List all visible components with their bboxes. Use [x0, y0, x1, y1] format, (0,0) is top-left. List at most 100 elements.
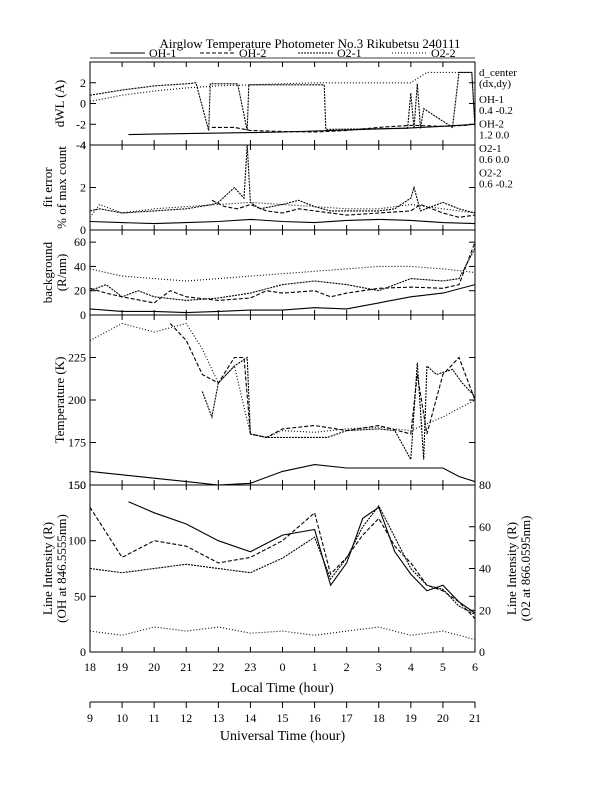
panel-dwl: -4 -2 0 2 dWL (A) — [52, 61, 476, 152]
y-axis-label: dWL (A) — [52, 80, 67, 128]
series-bg-o2-1 — [90, 247, 475, 301]
annotation-value: 0.4 -0.2 — [479, 105, 513, 117]
ut-tick-label: 9 — [87, 711, 93, 725]
ut-tick-label: 17 — [341, 711, 353, 725]
y-tick-label: 50 — [74, 589, 86, 603]
local-time-tick-label: 0 — [280, 660, 286, 674]
series-dwl-o2-1 — [90, 71, 475, 131]
y-tick-label: 150 — [68, 478, 86, 492]
ut-tick-label: 14 — [244, 711, 256, 725]
y-tick-label: 175 — [68, 436, 86, 450]
annotation-name: O2-1 — [479, 143, 502, 155]
local-time-tick-label: 20 — [148, 660, 160, 674]
d-center-annotation: d_center(dx,dy)OH-10.4 -0.2OH-21.2 0.0O2… — [479, 67, 517, 191]
local-time-tick-label: 5 — [440, 660, 446, 674]
panel-frame — [89, 229, 476, 316]
local-time-tick-label: 21 — [180, 660, 192, 674]
panel-frame — [89, 144, 476, 231]
panel-fit: 0 2 4 fit error% of max count — [40, 138, 476, 237]
local-time-tick-label: 1 — [312, 660, 318, 674]
ut-tick-label: 12 — [180, 711, 192, 725]
series-temp-o2-2 — [90, 322, 475, 438]
ut-tick-label: 13 — [212, 711, 224, 725]
y-tick-label: -4 — [76, 138, 86, 152]
series-intensity-oh-1 — [128, 501, 475, 614]
series-fit-oh-2 — [211, 199, 475, 218]
y-right-axis-label-sub: (O2 at 866.0595nm) — [518, 516, 533, 622]
legend-label-o2-1: O2-1 — [337, 46, 362, 60]
y-axis-label-sub: (R/nm) — [54, 254, 69, 292]
annotation-name: O2-2 — [479, 168, 502, 180]
series-intensity-o2-2 — [90, 626, 475, 641]
series-dwl-oh-2 — [211, 124, 469, 133]
y-right-tick-label: 80 — [479, 478, 491, 492]
legend-label-o2-2: O2-2 — [431, 46, 456, 60]
local-time-tick-label: 19 — [116, 660, 128, 674]
local-time-tick-label: 3 — [376, 660, 382, 674]
y-tick-label: 2 — [80, 181, 86, 195]
series-fit-oh-1 — [90, 218, 475, 225]
ut-tick-label: 16 — [309, 711, 321, 725]
series-bg-oh-1 — [90, 284, 475, 314]
y-axis-label: Line Intensity (R) — [40, 522, 55, 615]
y-tick-label: 40 — [74, 259, 86, 273]
local-time-tick-label: 4 — [408, 660, 414, 674]
legend: OH-1 OH-2 O2-1 O2-2 — [90, 46, 475, 60]
y-right-tick-label: 60 — [479, 520, 491, 534]
local-time-tick-label: 23 — [244, 660, 256, 674]
y-tick-label: 20 — [74, 284, 86, 298]
y-axis-label: Temperature (K) — [52, 357, 67, 444]
y-tick-label: 0 — [80, 645, 86, 659]
ut-tick-label: 18 — [373, 711, 385, 725]
y-tick-label: 60 — [74, 235, 86, 249]
annotation-name: OH-2 — [479, 119, 504, 131]
y-axis-label: fit error — [40, 167, 55, 208]
y-tick-label: 0 — [80, 223, 86, 237]
y-right-tick-label: 20 — [479, 603, 491, 617]
local-time-tick-label: 18 — [84, 660, 96, 674]
annotation-name: OH-1 — [479, 94, 504, 106]
chart-title: Airglow Temperature Photometer No.3 Riku… — [160, 36, 461, 51]
y-axis-label: background — [40, 241, 55, 303]
series-temp-oh-1 — [90, 464, 475, 485]
panel-frame — [89, 314, 476, 486]
ut-tick-label: 19 — [405, 711, 417, 725]
ut-tick-label: 11 — [148, 711, 160, 725]
series-intensity-o2-1 — [90, 504, 475, 615]
series-fit-o2-2 — [90, 201, 475, 218]
y-tick-label: 200 — [68, 393, 86, 407]
y-tick-label: 150 — [68, 478, 86, 492]
legend-label-oh-1: OH-1 — [149, 46, 176, 60]
legend-label-oh-2: OH-2 — [239, 46, 266, 60]
series-dwl-o2-2 — [90, 71, 475, 127]
y-tick-label: 0 — [80, 308, 86, 322]
local-time-tick-label: 2 — [344, 660, 350, 674]
series-intensity-oh-2 — [90, 507, 475, 619]
annotation-value: 0.6 -0.2 — [479, 179, 513, 191]
annotation-value: 0.6 0.0 — [479, 154, 510, 166]
y-right-tick-label: 0 — [479, 645, 485, 659]
y-tick-label: 225 — [68, 351, 86, 365]
annotation-header: (dx,dy) — [479, 78, 511, 90]
y-right-axis-label: Line Intensity (R) — [504, 522, 519, 615]
y-tick-label: 100 — [68, 534, 86, 548]
local-time-axis-label: Local Time (hour) — [231, 681, 334, 696]
ut-axis-label: Universal Time (hour) — [220, 729, 346, 744]
series-fit-o2-1 — [90, 145, 475, 214]
panel-bg: 0 20 40 60 background (R/nm) — [40, 229, 476, 322]
y-axis-label-sub: (OH at 846.5555nm) — [54, 514, 69, 623]
annotation-header: d_center — [479, 67, 517, 79]
ut-tick-label: 15 — [277, 711, 289, 725]
y-tick-label: 4 — [80, 138, 86, 152]
ut-tick-label: 10 — [116, 711, 128, 725]
y-tick-label: -2 — [76, 117, 86, 131]
series-temp-o2-1 — [201, 356, 475, 462]
y-tick-label: 2 — [80, 76, 86, 90]
chart-title-group: Airglow Temperature Photometer No.3 Riku… — [160, 36, 461, 51]
local-time-tick-label: 6 — [472, 660, 478, 674]
